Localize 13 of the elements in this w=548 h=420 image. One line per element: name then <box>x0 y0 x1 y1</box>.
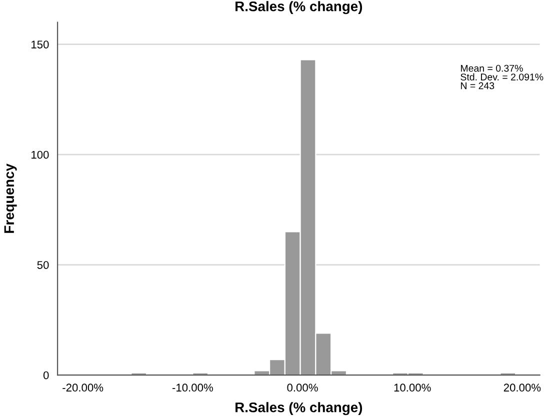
x-tick-label: 0.00% <box>287 384 318 392</box>
y-tick-label: 0 <box>43 371 49 380</box>
chart-title: R.Sales (% change) <box>236 1 362 14</box>
y-tick-label: 100 <box>32 150 49 159</box>
y-axis-title: Frequency <box>4 164 17 233</box>
y-tick-label: 50 <box>37 261 49 269</box>
x-tick-label: 20.00% <box>504 384 541 392</box>
x-axis-title: R.Sales (% change) <box>236 402 362 416</box>
x-tick-label: 10.00% <box>394 384 431 392</box>
x-tick-label: -10.00% <box>172 384 213 392</box>
annotation: Mean = 0.37% Std. Dev. = 2.091% N = 243 <box>460 64 544 90</box>
y-tick-label: 150 <box>32 40 49 48</box>
x-tick-label: -20.00% <box>62 384 104 392</box>
